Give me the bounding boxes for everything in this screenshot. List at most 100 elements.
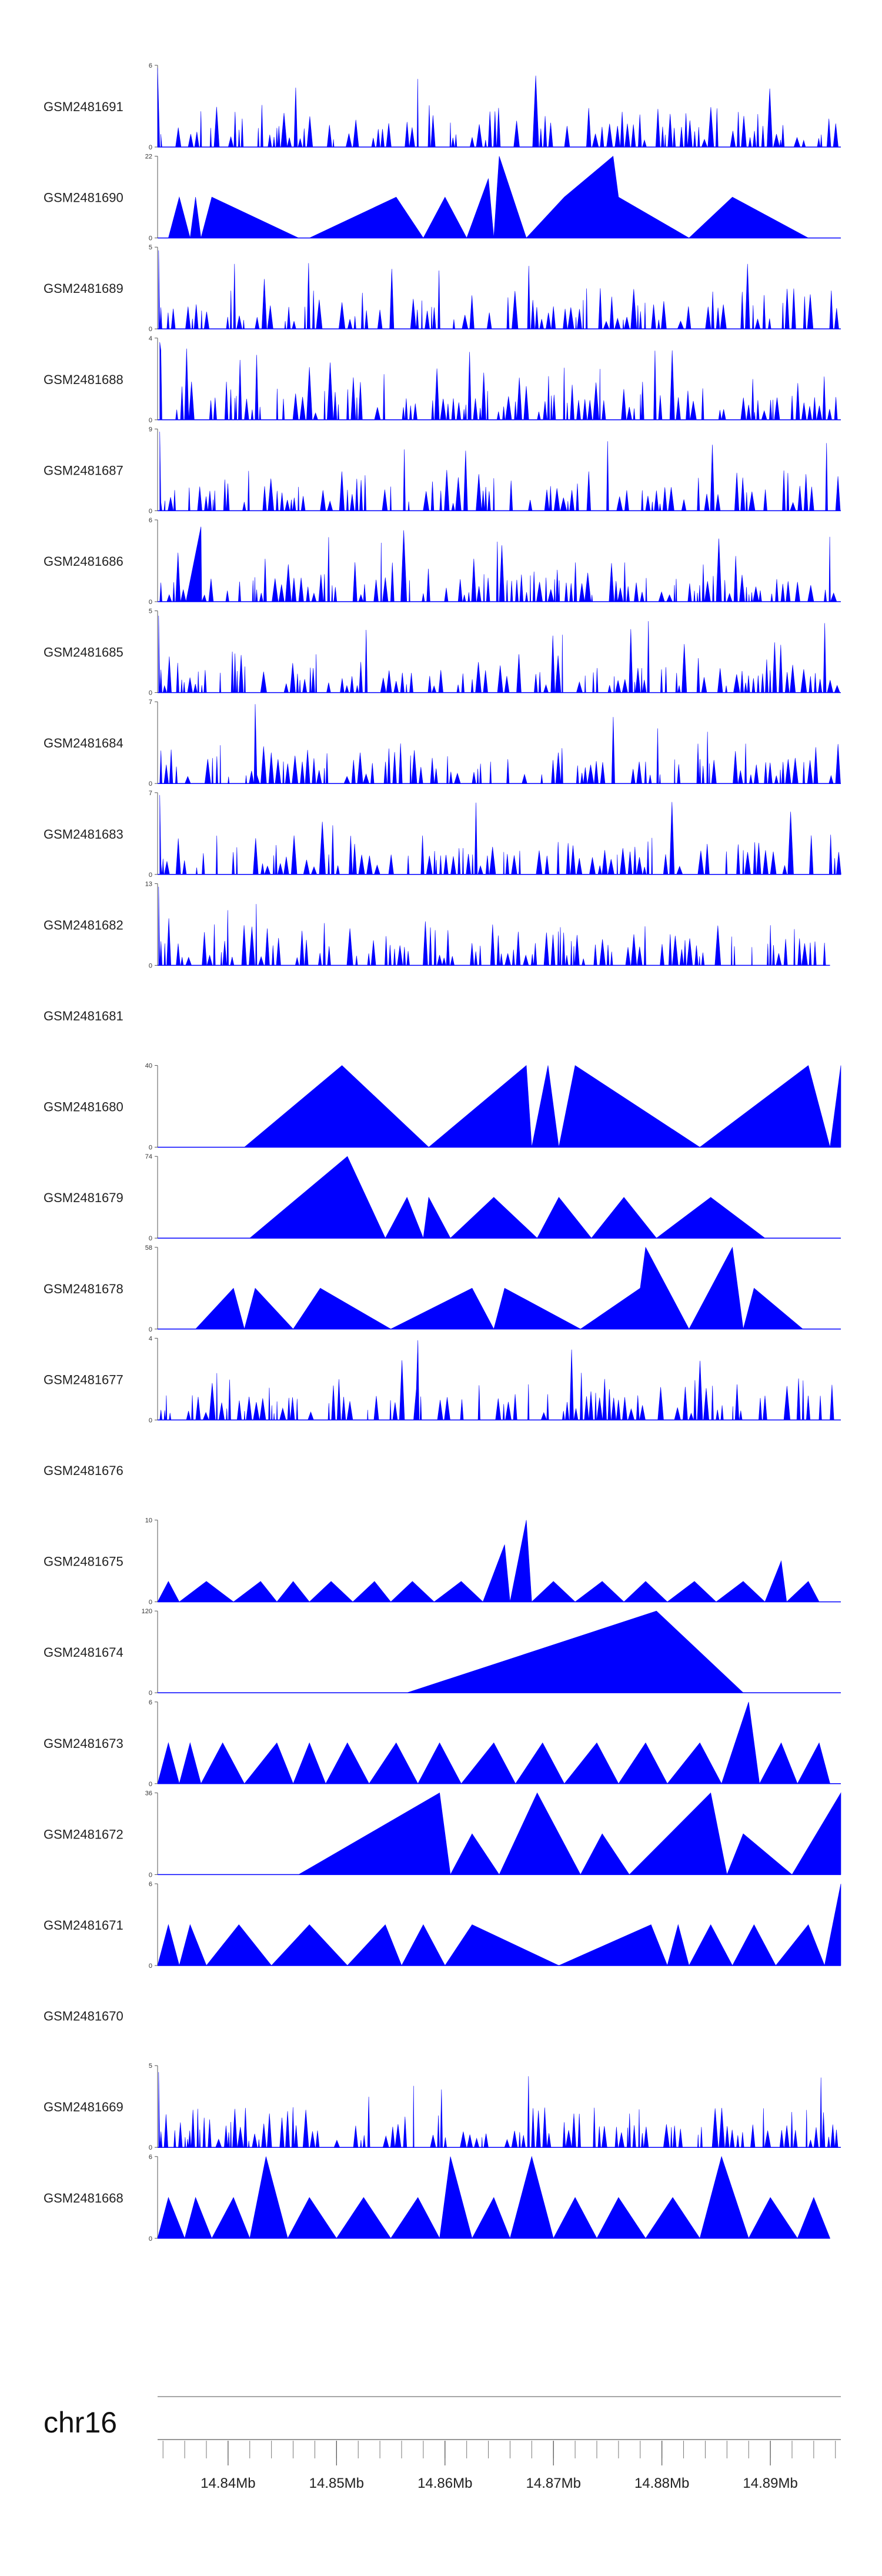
y-zero-label: 0 [149,508,152,515]
coverage-area [159,795,841,875]
track-GSM2481685: GSM2481685 5 0 [44,608,841,697]
coverage-area [168,156,808,239]
y-zero-label: 0 [149,1417,152,1424]
y-zero-label: 0 [149,690,152,697]
chromosome-label: chr16 [44,2406,117,2439]
y-max-label: 7 [149,699,152,706]
coverage-area [159,1340,834,1420]
coverage-area [158,886,826,966]
track-GSM2481673: GSM2481673 6 0 [44,1699,841,1788]
axis-tick-label: 14.87Mb [526,2475,581,2491]
y-zero-label: 0 [149,2235,152,2243]
y-zero-label: 0 [149,599,152,606]
y-max-label: 5 [149,244,152,251]
track-GSM2481688: GSM2481688 4 0 [44,335,841,424]
coverage-area [157,1883,841,1967]
y-max-label: 36 [145,1790,152,1797]
coverage-area [157,1520,820,1603]
y-zero-label: 0 [149,1235,152,1242]
track-GSM2481675: GSM2481675 10 0 [44,1517,841,1606]
track-GSM2481682: GSM2481682 13 0 [44,880,830,969]
track-label: GSM2481673 [44,1736,123,1751]
track-label: GSM2481676 [44,1463,123,1478]
y-max-label: 5 [149,2063,152,2070]
y-max-label: 10 [145,1517,152,1524]
track-GSM2481668: GSM2481668 6 0 [44,2154,831,2243]
coverage-area [298,1792,841,1876]
track-GSM2481670: GSM2481670 [44,2009,123,2024]
coverage-area [158,250,839,329]
axis-tick-label: 14.86Mb [417,2475,472,2491]
y-zero-label: 0 [149,1690,152,1697]
y-zero-label: 0 [149,1326,152,1333]
y-max-label: 40 [145,1063,152,1070]
y-max-label: 22 [145,154,152,161]
track-label: GSM2481685 [44,645,123,660]
track-label: GSM2481681 [44,1009,123,1023]
y-max-label: 6 [149,1699,152,1706]
y-zero-label: 0 [149,2144,152,2151]
track-label: GSM2481671 [44,1918,123,1933]
y-zero-label: 0 [149,1599,152,1606]
y-zero-label: 0 [149,872,152,879]
y-zero-label: 0 [149,780,152,788]
track-GSM2481684: GSM2481684 7 0 [44,699,841,788]
y-max-label: 4 [149,1335,152,1342]
track-GSM2481677: GSM2481677 4 0 [44,1335,841,1424]
axis-tick-label: 14.89Mb [743,2475,797,2491]
y-max-label: 13 [145,880,152,887]
coverage-area [159,342,838,421]
track-label: GSM2481687 [44,463,123,478]
coverage-area [407,1610,744,1693]
y-max-label: 6 [149,62,152,69]
axis-tick-label: 14.85Mb [309,2475,364,2491]
track-label: GSM2481672 [44,1827,123,1841]
y-max-label: 7 [149,790,152,797]
y-zero-label: 0 [149,1781,152,1788]
y-max-label: 120 [142,1608,152,1615]
track-GSM2481686: GSM2481686 6 0 [44,517,841,606]
track-label: GSM2481683 [44,827,123,842]
track-GSM2481681: GSM2481681 [44,1009,123,1023]
track-GSM2481674: GSM2481674 120 0 [44,1608,841,1697]
track-GSM2481669: GSM2481669 5 0 [44,2063,841,2151]
track-label: GSM2481668 [44,2191,123,2205]
coverage-area [157,1701,830,1784]
track-label: GSM2481669 [44,2100,123,2114]
coverage-area [159,704,841,784]
track-GSM2481679: GSM2481679 74 0 [44,1153,841,1242]
coverage-area [158,615,840,693]
y-zero-label: 0 [149,962,152,969]
track-label: GSM2481679 [44,1190,123,1205]
track-label: GSM2481680 [44,1100,123,1115]
track-label: GSM2481674 [44,1645,123,1660]
y-zero-label: 0 [149,144,152,151]
axis-tick-label: 14.88Mb [634,2475,689,2491]
axis-tick-label: 14.84Mb [201,2475,255,2491]
y-max-label: 58 [145,1244,152,1252]
coverage-area [195,1246,804,1330]
track-label: GSM2481677 [44,1372,123,1387]
coverage-area [158,2072,838,2148]
track-GSM2481680: GSM2481680 40 0 [44,1063,841,1152]
track-label: GSM2481684 [44,736,123,750]
track-GSM2481678: GSM2481678 58 0 [44,1244,841,1333]
y-zero-label: 0 [149,1963,152,1970]
track-label: GSM2481670 [44,2009,123,2024]
track-GSM2481690: GSM2481690 22 0 [44,154,841,242]
track-GSM2481691: GSM2481691 6 0 [44,62,841,151]
coverage-area [157,68,838,148]
track-label: GSM2481690 [44,191,123,205]
track-GSM2481676: GSM2481676 [44,1463,123,1478]
y-max-label: 74 [145,1153,152,1160]
y-max-label: 4 [149,335,152,342]
track-GSM2481672: GSM2481672 36 0 [44,1790,841,1878]
coverage-area [157,2155,831,2239]
coverage-area [159,526,837,602]
y-max-label: 5 [149,608,152,615]
y-zero-label: 0 [149,1871,152,1878]
track-GSM2481687: GSM2481687 9 0 [44,426,841,515]
track-label: GSM2481686 [44,554,123,569]
coverage-area [249,1156,766,1239]
